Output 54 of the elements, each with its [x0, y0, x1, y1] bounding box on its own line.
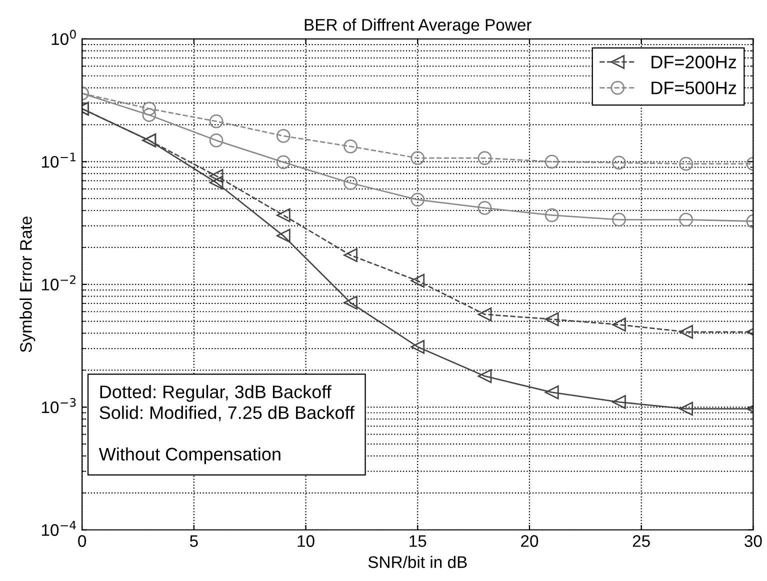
point [478, 369, 492, 384]
point [679, 324, 694, 339]
point [544, 385, 559, 400]
point [612, 212, 626, 227]
annotation: Without Compensation [98, 447, 280, 464]
point [142, 102, 156, 116]
x-tick-label: 5 [190, 535, 198, 547]
point [478, 200, 492, 215]
annotation: Dotted: Regular, 3dB Backoff [100, 385, 332, 402]
point [344, 176, 358, 190]
point [679, 156, 694, 171]
point [478, 151, 492, 165]
y-axis-title: Symbol Error Rate [20, 216, 36, 352]
point [410, 151, 425, 165]
point [276, 208, 290, 222]
x-tick-label: 25 [632, 535, 650, 547]
point [209, 133, 224, 148]
annotation: Solid: Modified, 7.25 dB Backoff [100, 406, 354, 422]
point [612, 156, 626, 170]
x-tick-label: 10 [298, 535, 314, 547]
point [679, 212, 694, 227]
point [679, 402, 694, 416]
point [276, 155, 290, 170]
y-tick-label: 10$^{−1}$ [42, 152, 76, 168]
legend-label: DF=500Hz [652, 82, 736, 94]
x-tick-label: 0 [78, 535, 86, 547]
point [344, 248, 358, 262]
y-tick-label: 10$^{−3}$ [42, 398, 76, 414]
point [209, 114, 224, 128]
point [209, 168, 224, 183]
point [344, 296, 358, 310]
y-tick-label: 10$^{−2}$ [42, 275, 76, 290]
point [544, 312, 559, 326]
point [276, 228, 290, 243]
point [410, 192, 425, 207]
point [544, 208, 559, 222]
chart-title: BER of Diffrent Average Power [304, 18, 532, 34]
point [344, 140, 358, 154]
point [612, 318, 626, 332]
x-tick-label: 20 [521, 535, 538, 547]
x-tick-label: 30 [744, 535, 762, 547]
point [209, 176, 224, 190]
point [410, 274, 425, 288]
point [410, 340, 425, 354]
point [612, 395, 626, 409]
y-tick-label: 10$^{−4}$ [42, 520, 76, 536]
point [276, 129, 290, 143]
x-axis-title: SNR/bit in dB [368, 556, 467, 568]
legend-label: DF=200Hz [652, 56, 736, 68]
point [544, 154, 559, 169]
x-tick-label: 15 [410, 535, 426, 547]
point [142, 108, 156, 122]
y-tick-label: 10$^{0}$ [52, 30, 76, 46]
point [478, 307, 492, 322]
